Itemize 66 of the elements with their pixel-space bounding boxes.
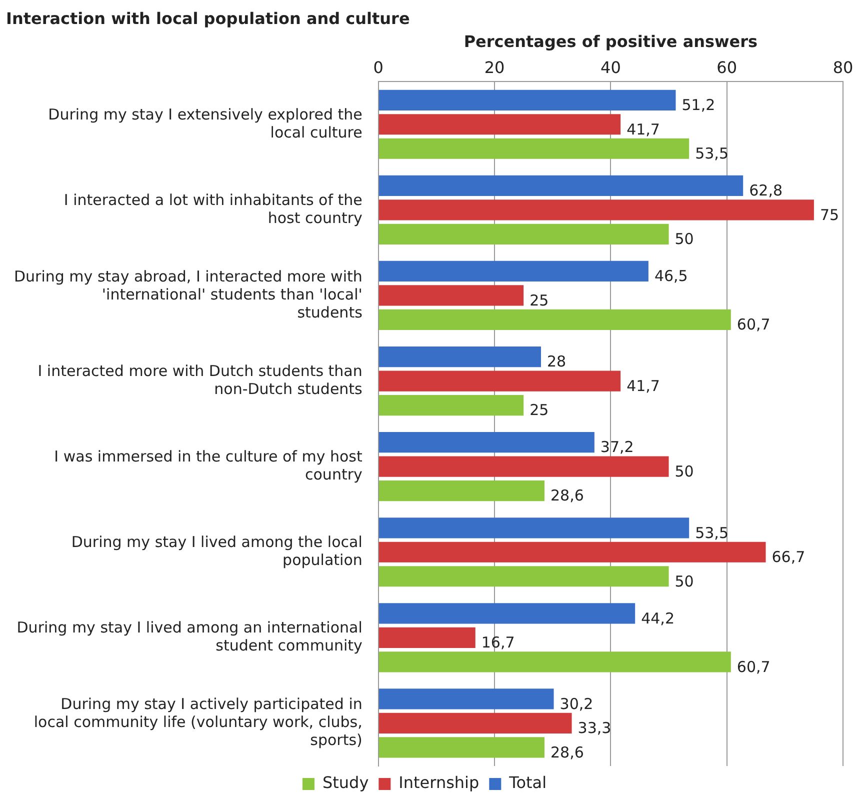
bar	[378, 260, 648, 282]
bar	[378, 480, 544, 502]
x-tick-label: 0	[373, 58, 384, 78]
x-tick-label: 40	[600, 58, 621, 78]
y-tick-label: During my stay I actively participated in local community life (voluntary work, clubs, sports)	[34, 695, 362, 750]
data-label: 37,2	[600, 438, 634, 456]
data-label: 75	[820, 206, 840, 224]
data-label: 50	[674, 572, 694, 590]
bar	[378, 394, 524, 416]
data-label: 41,7	[626, 376, 660, 395]
y-tick-label: During my stay I lived among an international student community	[16, 618, 362, 655]
data-label: 50	[674, 462, 694, 480]
bar	[378, 652, 731, 672]
bar	[378, 542, 766, 562]
data-label: 28	[547, 352, 566, 371]
data-label: 50	[674, 230, 694, 248]
bar	[378, 456, 669, 477]
bar	[378, 688, 554, 710]
data-label: 25	[530, 401, 549, 420]
data-label: 60,7	[736, 316, 770, 334]
data-label: 46,5	[654, 267, 688, 286]
legend-label: Internship	[398, 773, 480, 792]
bar	[378, 603, 636, 624]
bar	[378, 712, 572, 734]
text: Interaction with local population and culture	[6, 8, 410, 28]
data-label: 30,2	[560, 694, 594, 713]
bar	[378, 138, 690, 159]
y-tick-label: During my stay I extensively explored the local culture	[48, 105, 362, 142]
y-tick-label: I was immersed in the culture of my host country	[54, 447, 362, 484]
x-tick-label: 20	[484, 58, 505, 78]
y-tick-label: I interacted a lot with inhabitants of the host country	[64, 190, 363, 227]
bar	[378, 566, 669, 587]
data-label: 28,6	[550, 743, 584, 762]
y-tick-label: During my stay abroad, I interacted more with 'international' students than 'local' students	[14, 267, 363, 322]
y-tick-label: During my stay I lived among the local population	[71, 533, 362, 570]
data-label: 62,8	[749, 182, 783, 200]
data-label: 44,2	[641, 609, 674, 628]
data-label: 16,7	[481, 634, 515, 652]
data-label: 41,7	[626, 120, 660, 138]
legend-label: Total	[508, 773, 547, 792]
bar	[378, 346, 541, 368]
legend-label: Study	[322, 773, 369, 792]
bar	[378, 370, 621, 392]
x-axis-title: Percentages of positive answers	[464, 32, 758, 51]
bar	[378, 175, 744, 196]
bar	[378, 309, 731, 330]
bar	[378, 432, 594, 453]
bar	[378, 200, 814, 220]
x-tick-label: 80	[832, 58, 854, 78]
bar	[378, 224, 669, 244]
y-tick-label: I interacted more with Dutch students than non-Dutch students	[38, 362, 363, 398]
bar	[378, 285, 524, 306]
bar	[378, 114, 621, 135]
data-label: 53,5	[695, 524, 728, 542]
data-label: 33,3	[578, 719, 612, 738]
bar	[378, 627, 476, 648]
bar	[378, 737, 544, 758]
data-label: 51,2	[682, 96, 716, 114]
data-label: 66,7	[772, 548, 806, 566]
data-label: 28,6	[550, 486, 584, 505]
data-label: 60,7	[736, 658, 770, 676]
data-label: 25	[530, 291, 549, 310]
bar	[378, 518, 690, 538]
x-tick-label: 60	[716, 58, 738, 78]
data-label: 53,5	[695, 144, 728, 163]
bar	[378, 90, 676, 110]
